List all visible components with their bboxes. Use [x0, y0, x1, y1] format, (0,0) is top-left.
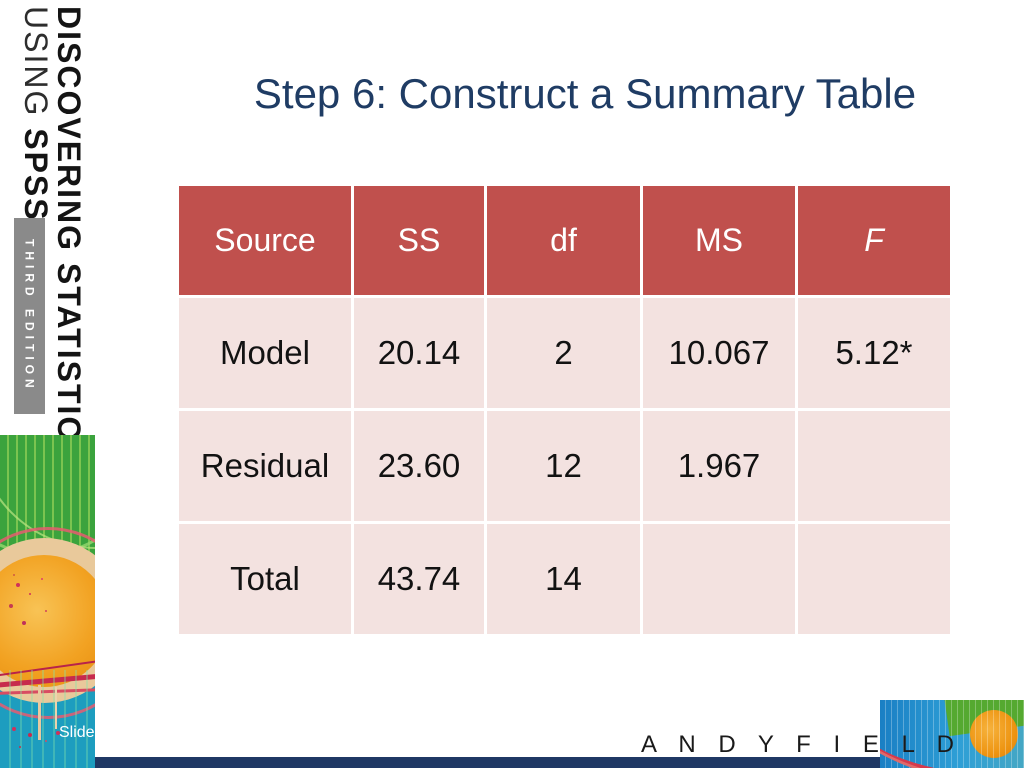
cell-df: 2: [484, 295, 643, 411]
left-artwork-pink-ring: [0, 527, 95, 719]
cell-source: Residual: [176, 408, 354, 524]
left-artwork-orange-circle: [0, 555, 95, 687]
header-df: df: [484, 183, 643, 298]
left-artwork: Slide: [0, 435, 95, 768]
left-artwork-splatter: [16, 583, 20, 587]
edition-badge: THIRD EDITION: [14, 218, 45, 414]
right-artwork: [880, 700, 1024, 768]
table-row-residual: Residual 23.60 12 1.967: [176, 408, 953, 524]
banner-subtitle: USING SPSS: [17, 6, 54, 222]
header-source: Source: [176, 183, 354, 298]
author-name: A N D Y F I E L D: [641, 731, 962, 758]
summary-table: Source SS df MS F Model 20.14 2 10.067 5…: [176, 183, 953, 637]
cell-ms: 10.067: [640, 295, 798, 411]
cell-ss: 43.74: [351, 521, 487, 637]
cell-ss: 20.14: [351, 295, 487, 411]
edition-badge-label: THIRD EDITION: [22, 239, 37, 393]
table-row-total: Total 43.74 14: [176, 521, 953, 637]
banner-series-title: DISCOVERING STATISTICS: [51, 6, 87, 465]
header-f: F: [795, 183, 953, 298]
header-ss: SS: [351, 183, 487, 298]
left-artwork-drip: [38, 685, 41, 740]
left-artwork-streaks: [0, 670, 95, 768]
banner-subtitle-spss: SPSS: [18, 128, 54, 222]
left-artwork-drip: [55, 687, 57, 729]
table-row-model: Model 20.14 2 10.067 5.12*: [176, 295, 953, 411]
cell-f: 5.12*: [795, 295, 953, 411]
right-artwork-streaks: [880, 700, 1024, 768]
table-header-row: Source SS df MS F: [176, 183, 953, 298]
slide-number-label: Slide: [59, 724, 95, 741]
cell-df: 12: [484, 408, 643, 524]
slide-title: Step 6: Construct a Summary Table: [253, 70, 917, 117]
cell-source: Model: [176, 295, 354, 411]
cell-ss: 23.60: [351, 408, 487, 524]
banner-subtitle-using: USING: [18, 6, 54, 129]
cell-ms: [640, 521, 798, 637]
cell-f: [795, 408, 953, 524]
cell-df: 14: [484, 521, 643, 637]
left-artwork-splatter: [12, 727, 16, 731]
cell-ms: 1.967: [640, 408, 798, 524]
cell-source: Total: [176, 521, 354, 637]
bottom-bar: [95, 757, 1024, 768]
header-ms: MS: [640, 183, 798, 298]
cell-f: [795, 521, 953, 637]
right-artwork-orange-circle: [970, 710, 1018, 758]
